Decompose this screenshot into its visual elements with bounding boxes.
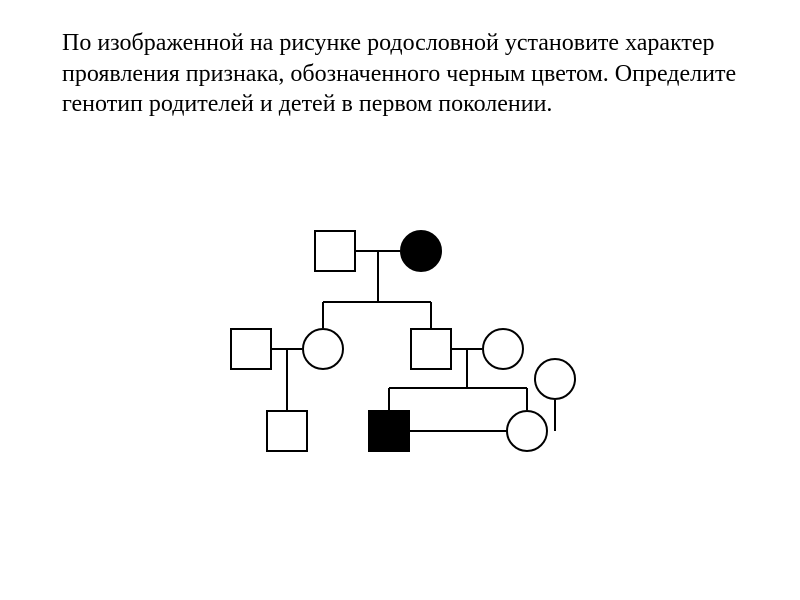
- pedigree-node-II-3: [410, 328, 452, 370]
- page: По изображенной на рисунке родословной у…: [0, 0, 800, 600]
- pedigree-node-III-2: [368, 410, 410, 452]
- pedigree-node-III-3: [506, 410, 548, 452]
- task-text: По изображенной на рисунке родословной у…: [62, 28, 742, 120]
- pedigree-node-II-2: [302, 328, 344, 370]
- pedigree-node-IV-1: [534, 358, 576, 400]
- pedigree-node-I-2: [400, 230, 442, 272]
- pedigree-node-II-1: [230, 328, 272, 370]
- pedigree-node-III-1: [266, 410, 308, 452]
- pedigree-chart: [230, 230, 630, 510]
- pedigree-node-I-1: [314, 230, 356, 272]
- pedigree-node-II-4: [482, 328, 524, 370]
